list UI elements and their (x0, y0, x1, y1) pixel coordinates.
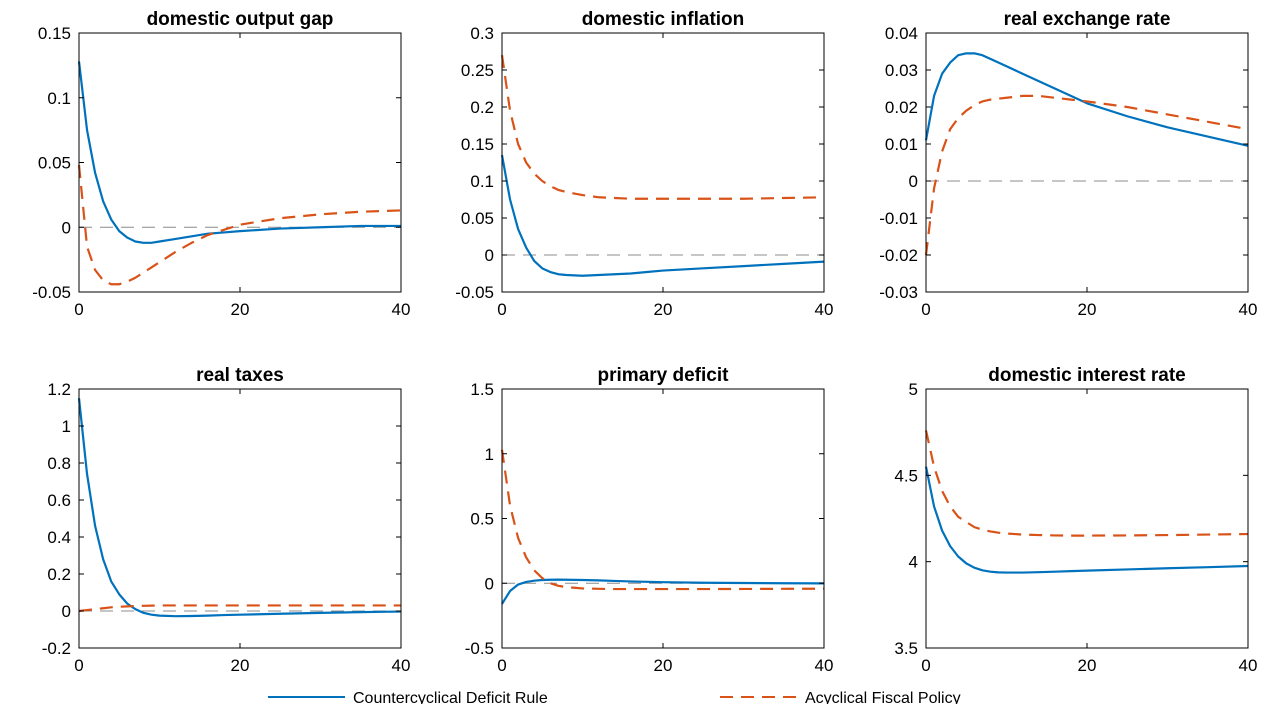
y-tick-label: 5 (909, 380, 918, 399)
y-tick-label: 0.02 (885, 98, 918, 117)
x-tick-label: 20 (654, 656, 673, 675)
x-tick-label: 40 (392, 656, 411, 675)
y-tick-label: 0.2 (47, 565, 71, 584)
y-tick-label: 0.6 (47, 491, 71, 510)
x-tick-label: 20 (1078, 656, 1097, 675)
x-tick-label: 0 (74, 300, 83, 319)
y-tick-label: 0.05 (38, 154, 71, 173)
series-line-acyclical-fiscal-policy (78, 604, 401, 613)
y-tick-label: 0 (62, 602, 71, 621)
series-line-countercyclical-deficit-rule (77, 398, 402, 618)
series-line-countercyclical-deficit-rule (924, 52, 1249, 147)
y-tick-label: 0 (485, 246, 494, 265)
x-tick-label: 0 (921, 300, 930, 319)
y-tick-label: 0.2 (470, 98, 494, 117)
y-tick-label: 0.05 (461, 209, 494, 228)
y-tick-label: 0.04 (885, 24, 918, 43)
panel-real-exchange-rate: real exchange rate -0.03 -0.02 -0.01 0 0.01 0.… (879, 9, 1257, 319)
x-tick-label: 0 (74, 656, 83, 675)
series-line-countercyclical-deficit-rule (500, 154, 825, 277)
x-tick-label: 40 (1239, 300, 1258, 319)
series-line-acyclical-fiscal-policy (924, 94, 1249, 256)
y-tick-label: 0 (485, 574, 494, 593)
x-tick-label: 0 (497, 300, 506, 319)
y-tick-label: -0.05 (32, 283, 71, 302)
legend-label-acyclical: Acyclical Fiscal Policy (805, 690, 961, 704)
y-tick-label: 3.5 (894, 639, 918, 658)
series-line-acyclical-fiscal-policy (924, 430, 1249, 537)
y-tick-label: 0.01 (885, 135, 918, 154)
x-tick-label: 20 (231, 300, 250, 319)
legend-label-countercyclical: Countercyclical Deficit Rule (353, 690, 548, 704)
x-tick-label: 40 (815, 656, 834, 675)
y-tick-label: 0.03 (885, 61, 918, 80)
y-tick-label: 1.2 (47, 380, 71, 399)
panel-title: domestic interest rate (988, 365, 1185, 386)
y-tick-label: 0.15 (38, 24, 71, 43)
y-tick-label: 0.1 (47, 89, 71, 108)
y-tick-label: 0.1 (470, 172, 494, 191)
y-tick-label: 1 (485, 445, 494, 464)
y-tick-label: -0.5 (465, 639, 494, 658)
y-tick-label: 4.5 (894, 466, 918, 485)
y-tick-label: -0.02 (879, 246, 918, 265)
series-line-countercyclical-deficit-rule (77, 61, 401, 244)
y-tick-label: 1.5 (470, 380, 494, 399)
x-tick-label: 40 (392, 300, 411, 319)
axes-box (78, 388, 402, 649)
panel-real-taxes: real taxes-0.200.20.40.60.811.20 20 40 (42, 365, 411, 675)
series-line-acyclical-fiscal-policy (77, 164, 402, 286)
axes-box (501, 32, 825, 293)
y-tick-label: 4 (909, 553, 918, 572)
panel-title: real exchange rate (1004, 9, 1171, 30)
y-tick-label: 0 (909, 172, 918, 191)
x-tick-label: 20 (654, 300, 673, 319)
y-tick-label: 0.8 (47, 454, 71, 473)
panel-title: domestic output gap (147, 9, 334, 30)
panel-domestic-inflation: domestic inflation-0.0500.050.10.150.20.… (455, 9, 833, 319)
y-tick-label: -0.05 (455, 283, 494, 302)
x-tick-label: 20 (231, 656, 250, 675)
y-tick-label: 0.15 (461, 135, 494, 154)
axes-box (925, 32, 1249, 293)
y-tick-label: 0.4 (47, 528, 71, 547)
panel-title: real taxes (196, 365, 284, 386)
series-line-countercyclical-deficit-rule (501, 578, 825, 605)
panel-title: domestic inflation (582, 9, 745, 30)
y-tick-label: -0.03 (879, 283, 918, 302)
panel-primary-deficit: primary deficit-0.500.511.50 20 40 (465, 365, 834, 675)
y-tick-label: -0.01 (879, 209, 918, 228)
x-tick-label: 40 (815, 300, 834, 319)
y-tick-label: 0 (62, 218, 71, 237)
x-tick-label: 0 (497, 656, 506, 675)
x-tick-label: 20 (1078, 300, 1097, 319)
panel-domestic-interest-rate: domestic interest rate 3.5 4 4.5 5 0 20 40 (894, 365, 1257, 675)
axes-box (78, 32, 402, 293)
series-line-acyclical-fiscal-policy (500, 55, 825, 200)
y-tick-label: 1 (62, 417, 71, 436)
y-tick-label: 0.3 (470, 24, 494, 43)
y-tick-label: 0.25 (461, 61, 494, 80)
panel-title: primary deficit (598, 365, 730, 386)
series-line-acyclical-fiscal-policy (500, 449, 825, 591)
legend: Countercyclical Deficit Rule Acyclical F… (268, 690, 961, 704)
series-line-countercyclical-deficit-rule (924, 466, 1249, 574)
x-tick-label: 0 (921, 656, 930, 675)
y-tick-label: 0.5 (470, 510, 494, 529)
axes-box (501, 388, 825, 649)
y-tick-label: -0.2 (42, 639, 71, 658)
axes-box (925, 388, 1249, 649)
x-tick-label: 40 (1239, 656, 1258, 675)
